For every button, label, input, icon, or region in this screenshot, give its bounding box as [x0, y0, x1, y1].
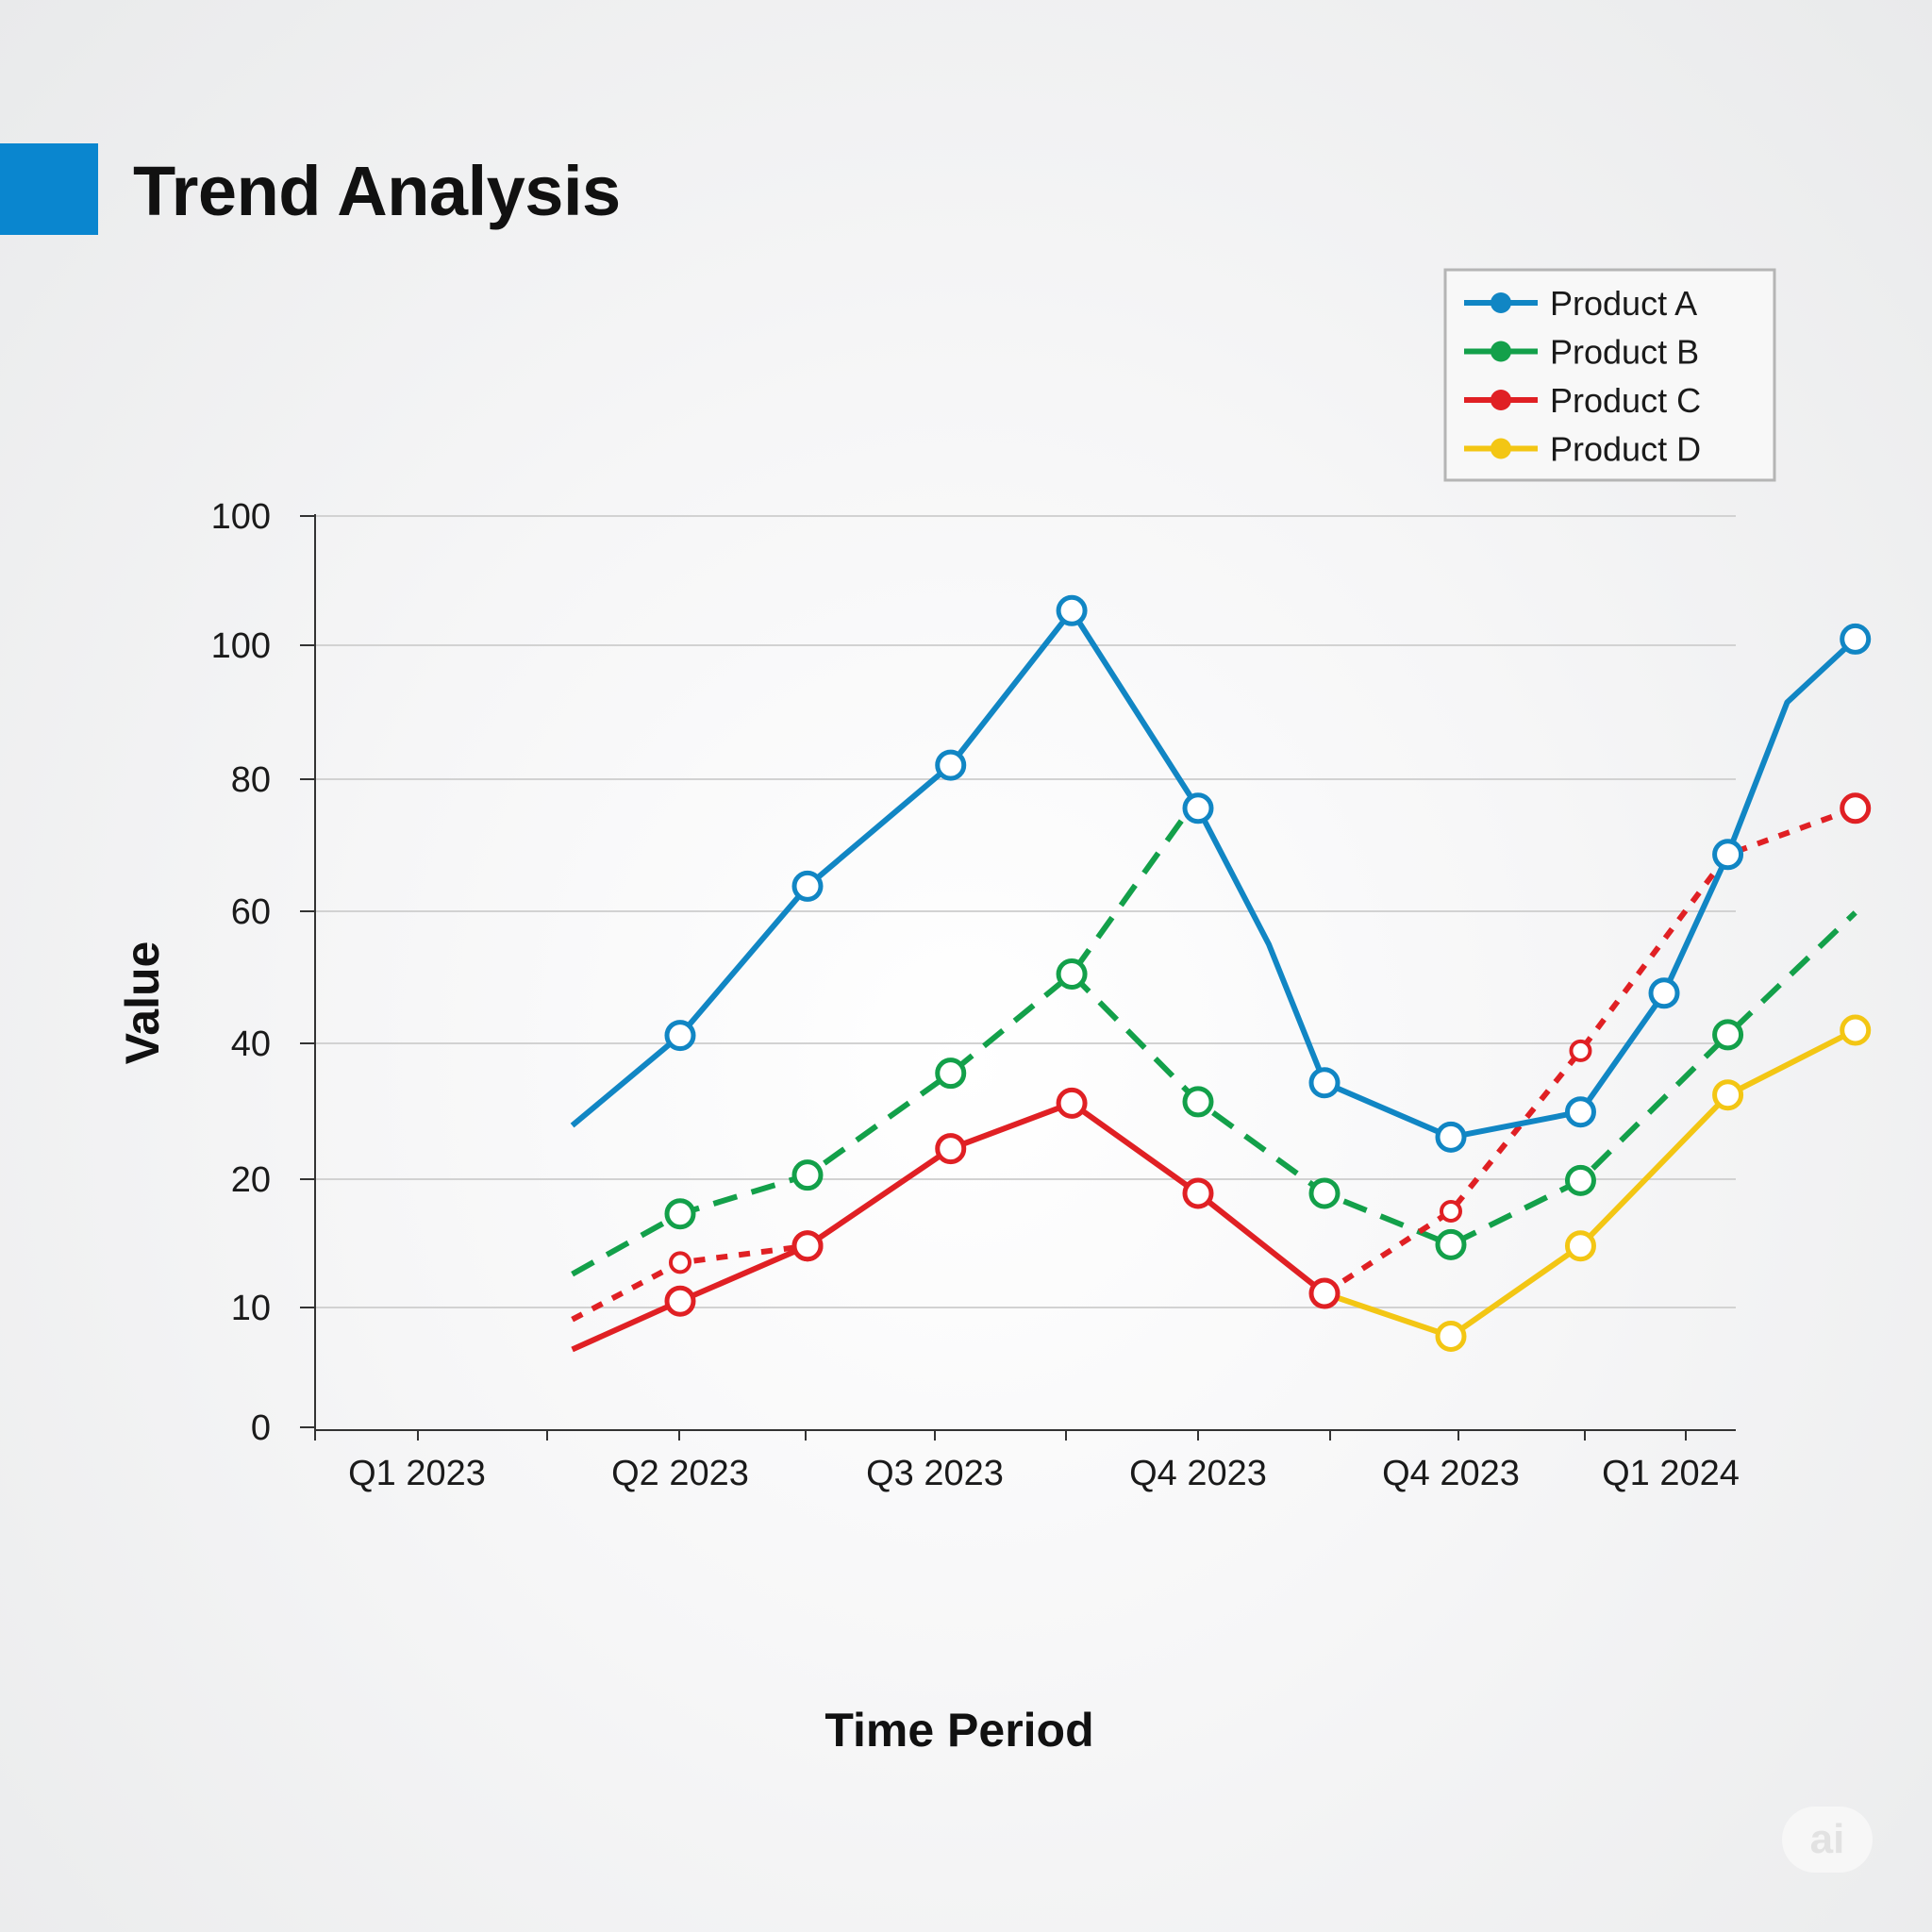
- data-point-marker: [1569, 1039, 1592, 1062]
- data-point-marker: [1648, 977, 1680, 1009]
- y-tick-label: 100: [211, 626, 271, 666]
- product-a-line: [570, 608, 1857, 1141]
- data-point-marker: [1840, 623, 1872, 655]
- data-point-marker: [1440, 1200, 1462, 1223]
- y-tick-label: 10: [231, 1289, 271, 1328]
- data-point-marker: [664, 1285, 696, 1317]
- data-point-marker: [1435, 1228, 1467, 1260]
- data-point-marker: [1712, 1019, 1744, 1051]
- data-point-marker: [1435, 1320, 1467, 1352]
- data-point-marker: [1308, 1277, 1341, 1309]
- data-point-marker: [1056, 594, 1088, 626]
- data-point-marker: [1840, 1014, 1872, 1046]
- product-b-line-segment: [571, 810, 1191, 1277]
- data-point-marker: [669, 1251, 691, 1274]
- x-tick-labels: Q1 2023 Q2 2023 Q3 2023 Q4 2023 Q4 2023 Q1 20…: [314, 1430, 1740, 1493]
- data-point-marker: [1564, 1164, 1596, 1196]
- data-point-marker: [1564, 1230, 1596, 1262]
- data-point-marker: [791, 1159, 824, 1191]
- data-point-marker: [1182, 1086, 1214, 1118]
- y-tick-label: 80: [231, 760, 271, 800]
- y-tick-label: 0: [251, 1408, 271, 1448]
- legend-swatch-dot: [1491, 341, 1511, 362]
- x-tick-label: Q4 2023: [1382, 1454, 1520, 1493]
- legend-swatch-dot: [1491, 292, 1511, 313]
- title-accent-bar: [0, 143, 98, 235]
- ai-watermark-badge: ai: [1782, 1807, 1873, 1873]
- axes: [314, 514, 1736, 1431]
- data-point-marker: [664, 1198, 696, 1230]
- data-point-marker: [1712, 1079, 1744, 1111]
- series: [570, 594, 1872, 1353]
- gridlines: [300, 515, 1736, 1428]
- data-point-marker: [935, 749, 967, 781]
- x-tick-label: Q2 2023: [611, 1454, 749, 1493]
- y-tick-label: 40: [231, 1024, 271, 1064]
- legend-label: Product C: [1550, 381, 1701, 420]
- y-axis-title: Value: [116, 941, 169, 1065]
- data-point-marker: [664, 1020, 696, 1052]
- data-point-marker: [1056, 1087, 1088, 1119]
- data-point-marker: [791, 870, 824, 902]
- x-tick-label: Q1 2024: [1602, 1454, 1740, 1493]
- y-tick-label: 100: [211, 497, 271, 537]
- data-point-marker: [935, 1133, 967, 1165]
- y-tick-label: 20: [231, 1160, 271, 1200]
- y-tick-label: 60: [231, 892, 271, 932]
- data-point-marker: [935, 1058, 967, 1090]
- legend-swatch-dot: [1491, 438, 1511, 459]
- legend-swatch-dot: [1491, 390, 1511, 410]
- data-point-marker: [1182, 792, 1214, 824]
- data-point-marker: [791, 1230, 824, 1262]
- data-point-marker: [1840, 792, 1872, 824]
- legend-label: Product D: [1550, 430, 1701, 469]
- data-point-marker: [1182, 1177, 1214, 1209]
- legend: Product A Product B Product C Product D: [1443, 268, 1776, 482]
- data-point-marker: [1308, 1067, 1341, 1099]
- legend-label: Product B: [1550, 333, 1699, 372]
- y-tick-labels: 0 10 20 40 60 80 100 100: [211, 497, 271, 1448]
- data-point-marker: [1712, 839, 1744, 871]
- data-point-marker: [1564, 1096, 1596, 1128]
- x-tick-label: Q1 2023: [348, 1454, 486, 1493]
- data-point-marker: [1308, 1177, 1341, 1209]
- data-point-marker: [1056, 958, 1088, 990]
- legend-label: Product A: [1550, 284, 1697, 323]
- x-tick-label: Q3 2023: [866, 1454, 1004, 1493]
- x-tick-label: Q4 2023: [1129, 1454, 1267, 1493]
- data-point-marker: [1435, 1121, 1467, 1153]
- page-title: Trend Analysis: [133, 152, 621, 230]
- watermark-text: ai: [1809, 1816, 1845, 1862]
- x-axis-title: Time Period: [824, 1704, 1093, 1757]
- product-c-line-segment: [1323, 805, 1857, 1296]
